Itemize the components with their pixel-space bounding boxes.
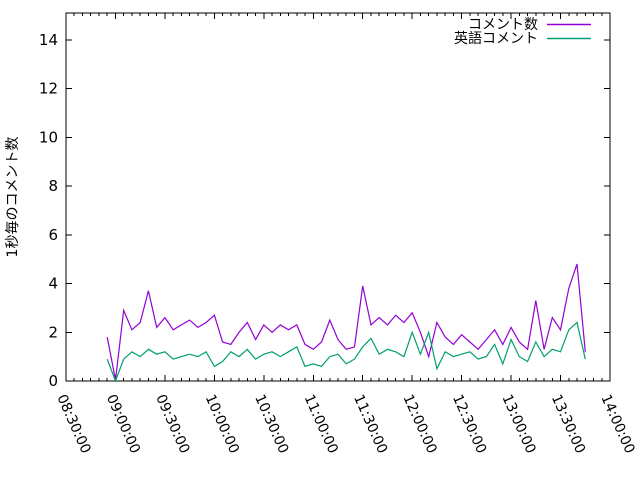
series-line-1 [106,321,586,383]
y-tick-label: 4 [48,275,58,293]
x-tick-label: 10:00:00 [202,392,242,456]
y-tick-label: 12 [39,80,58,98]
legend-label-english-comments: 英語コメント [454,30,538,47]
legend-item-comments: コメント数 [468,17,591,33]
x-tick-label: 11:30:00 [350,392,390,456]
series-line-0 [106,263,586,380]
y-tick-label: 6 [48,226,58,244]
legend-label-comments: コメント数 [468,17,538,33]
legend: コメント数 英語コメント [454,17,591,47]
y-axis-label: 1秒毎のコメント数 [5,137,21,258]
y-tick-label: 0 [48,372,58,390]
x-tick-label: 12:00:00 [400,392,440,456]
y-tick-label: 8 [48,177,58,195]
y-tick-label: 10 [39,128,58,146]
axes: 08:30:00 09:00:00 09:30:00 10:00:00 10:30:00… [39,12,638,456]
y-tick-label: 2 [48,323,58,341]
x-tick-label: 10:30:00 [251,392,291,456]
x-tick-label: 13:00:00 [498,392,538,456]
x-tick-label: 09:30:00 [152,392,192,456]
x-tick-label: 08:30:00 [53,392,93,456]
x-tick-label: 09:00:00 [103,392,143,456]
x-tick-label: 12:30:00 [449,392,489,456]
plot-border [65,12,611,382]
x-tick-label: 13:30:00 [548,392,588,456]
x-tick-label: 14:00:00 [597,392,637,456]
legend-item-english-comments: 英語コメント [454,30,591,47]
y-tick-label: 14 [39,31,58,49]
x-tick-label: 11:00:00 [301,392,341,456]
series-lines [106,263,586,383]
